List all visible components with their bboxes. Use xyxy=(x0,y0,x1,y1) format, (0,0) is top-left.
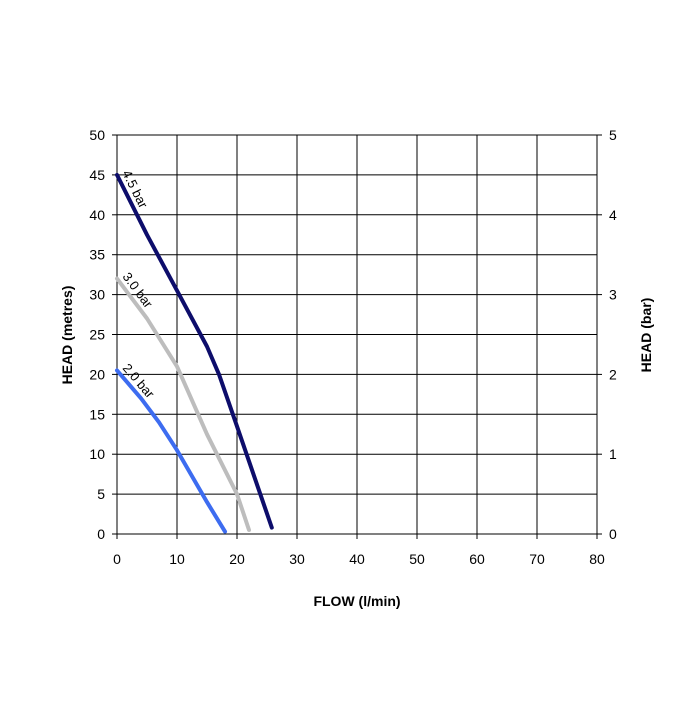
y2-tick-label: 3 xyxy=(609,287,617,303)
y-axis-title: HEAD (metres) xyxy=(59,286,75,385)
y-tick-label: 25 xyxy=(89,327,105,343)
y-tick-label: 10 xyxy=(89,446,105,462)
series-line xyxy=(115,172,274,530)
x-tick-label: 30 xyxy=(289,551,305,567)
series-line xyxy=(115,368,227,534)
x-tick-label: 10 xyxy=(169,551,185,567)
y-tick-label: 20 xyxy=(89,366,105,382)
y-tick-label: 50 xyxy=(89,127,105,143)
x-axis-title: FLOW (l/min) xyxy=(313,593,400,609)
x-tick-label: 60 xyxy=(469,551,485,567)
y-tick-label: 30 xyxy=(89,287,105,303)
y2-tick-label: 4 xyxy=(609,207,617,223)
y-tick-label: 0 xyxy=(97,526,105,542)
y2-axis-title: HEAD (bar) xyxy=(638,298,654,373)
y2-tick-label: 2 xyxy=(609,366,617,382)
x-tick-label: 50 xyxy=(409,551,425,567)
grid xyxy=(112,134,602,539)
series-line xyxy=(115,276,251,532)
plot-border xyxy=(116,134,598,535)
y-tick-label: 35 xyxy=(89,247,105,263)
y-tick-label: 40 xyxy=(89,207,105,223)
x-tick-label: 0 xyxy=(113,551,121,567)
x-tick-label: 80 xyxy=(589,551,605,567)
y-tick-label: 5 xyxy=(97,486,105,502)
tick-labels: 0 10 20 30 40 50 60 70 8005101520253035404550012… xyxy=(89,127,617,567)
y2-tick-label: 1 xyxy=(609,446,617,462)
y2-tick-label: 0 xyxy=(609,526,617,542)
x-tick-label: 20 xyxy=(229,551,245,567)
y2-tick-label: 5 xyxy=(609,127,617,143)
y-tick-label: 45 xyxy=(89,167,105,183)
x-tick-label: 70 xyxy=(529,551,545,567)
series-lines xyxy=(115,172,274,534)
x-tick-label: 40 xyxy=(349,551,365,567)
y-tick-label: 15 xyxy=(89,406,105,422)
